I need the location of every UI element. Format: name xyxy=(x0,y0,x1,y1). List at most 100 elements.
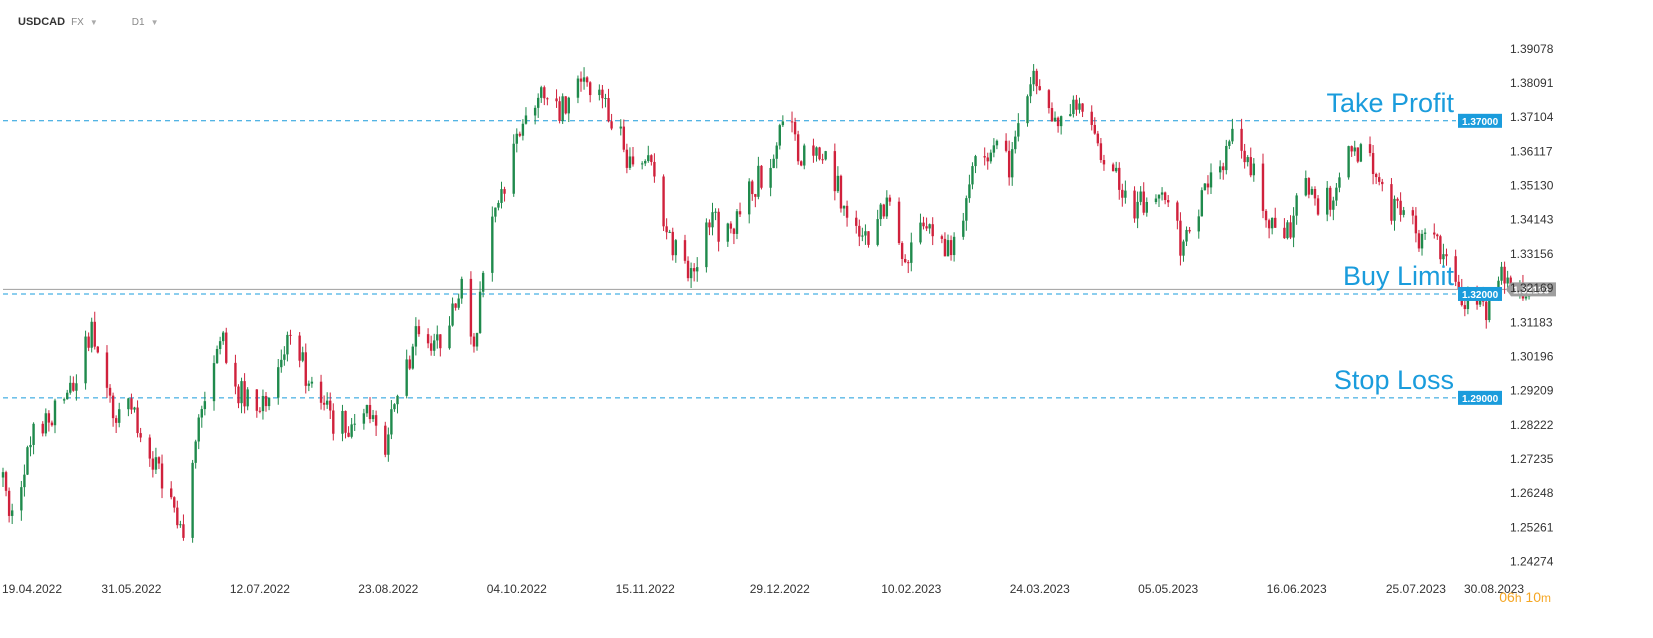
candle-body xyxy=(41,423,44,434)
y-tick-label: 1.34143 xyxy=(1510,213,1554,227)
candle-body xyxy=(298,335,301,361)
candle-body xyxy=(1267,220,1271,229)
candle-body xyxy=(1124,190,1127,198)
chart-toolbar: USDCAD FX ▼ D1 ▼ xyxy=(18,14,186,30)
x-tick-label: 23.08.2022 xyxy=(358,582,418,596)
symbol-name[interactable]: USDCAD xyxy=(18,16,66,28)
y-tick-label: 1.39078 xyxy=(1510,42,1554,56)
candle-body xyxy=(793,122,797,135)
candle-body xyxy=(686,260,690,279)
candle-body xyxy=(258,410,262,412)
candle-body xyxy=(903,258,907,263)
candle-body xyxy=(567,97,570,114)
candle-body xyxy=(26,447,29,475)
candle-body xyxy=(772,158,775,168)
candle-body xyxy=(543,87,546,99)
y-tick-label: 1.33156 xyxy=(1510,247,1554,261)
candle-body xyxy=(218,341,222,349)
candle-body xyxy=(714,211,717,213)
candle-body xyxy=(839,175,843,209)
candle-body xyxy=(1231,128,1234,142)
x-axis: 19.04.2022 31.05.2022 12.07.2022 23.08.2022… xyxy=(2,582,1524,596)
candle-body xyxy=(127,398,130,410)
candle-body xyxy=(1485,301,1488,321)
candle-body xyxy=(1096,133,1100,144)
candle-body xyxy=(717,211,720,242)
candle-body xyxy=(87,336,90,348)
candle-body xyxy=(1114,167,1118,172)
candle-body xyxy=(662,176,665,227)
candle-body xyxy=(1078,103,1081,110)
candle-body xyxy=(992,145,996,153)
candle-body xyxy=(1420,233,1424,249)
candle-body xyxy=(451,303,454,326)
candle-body xyxy=(943,238,947,257)
candle-body xyxy=(322,402,326,405)
y-tick-label: 1.37104 xyxy=(1510,110,1554,124)
candle-body xyxy=(154,457,158,470)
candle-body xyxy=(799,161,803,166)
candle-body xyxy=(879,204,882,220)
candle-body xyxy=(585,77,589,83)
candle-body xyxy=(962,220,965,237)
candle-body xyxy=(650,155,653,162)
take-profit-annotation: Take Profit xyxy=(1326,88,1454,118)
candle-body xyxy=(521,123,525,136)
candle-body xyxy=(564,96,567,114)
candle-body xyxy=(696,267,699,272)
y-tick-label: 1.25261 xyxy=(1510,520,1554,534)
candle-body xyxy=(66,392,69,400)
candle-body xyxy=(23,474,26,488)
timeframe-label[interactable]: D1 xyxy=(131,16,145,28)
candle-body xyxy=(319,381,323,403)
chevron-down-icon[interactable]: ▼ xyxy=(89,17,98,27)
x-tick-label: 12.07.2022 xyxy=(230,582,290,596)
candle-body xyxy=(1524,296,1528,299)
candle-body xyxy=(1072,99,1075,115)
candle-body xyxy=(1292,215,1295,238)
candle-body xyxy=(350,424,353,437)
candle-body xyxy=(405,359,408,396)
candle-body xyxy=(546,98,549,100)
candle-body xyxy=(689,268,693,279)
candle-body xyxy=(50,422,54,426)
candle-body xyxy=(726,223,730,242)
candle-body xyxy=(301,352,304,361)
candle-body xyxy=(1118,167,1121,190)
candle-body xyxy=(264,395,268,407)
candle-body xyxy=(1423,232,1427,234)
candle-body xyxy=(1283,227,1286,239)
take-profit-badge-label: 1.37000 xyxy=(1462,117,1499,128)
candle-body xyxy=(307,383,311,386)
candle-body xyxy=(1133,190,1136,219)
candle-body xyxy=(390,409,393,435)
candle-body xyxy=(1160,192,1164,195)
candle-body xyxy=(439,334,442,349)
candle-body xyxy=(882,204,885,217)
candle-body xyxy=(1264,210,1268,221)
candle-body xyxy=(1274,217,1277,228)
candle-body xyxy=(1029,84,1032,97)
countdown-minutes: 10 xyxy=(1525,589,1541,605)
candle-body xyxy=(44,413,48,434)
x-tick-label: 16.06.2023 xyxy=(1267,582,1327,596)
candle-body xyxy=(738,211,742,215)
candle-body xyxy=(631,156,635,165)
candle-body xyxy=(622,126,626,150)
candle-body xyxy=(304,352,307,386)
candle-body xyxy=(1332,200,1335,210)
candle-body xyxy=(668,231,671,233)
market-label[interactable]: FX xyxy=(71,16,84,28)
candle-body xyxy=(1286,222,1289,239)
chevron-down-icon[interactable]: ▼ xyxy=(150,17,159,27)
candle-body xyxy=(503,189,506,194)
candle-body xyxy=(454,303,457,308)
candle-body xyxy=(1047,90,1051,109)
candle-body xyxy=(286,334,289,355)
y-tick-label: 1.26248 xyxy=(1510,486,1554,500)
candle-body xyxy=(845,205,849,218)
candle-body xyxy=(475,332,479,347)
candle-body xyxy=(812,145,815,156)
candle-body xyxy=(341,410,344,434)
